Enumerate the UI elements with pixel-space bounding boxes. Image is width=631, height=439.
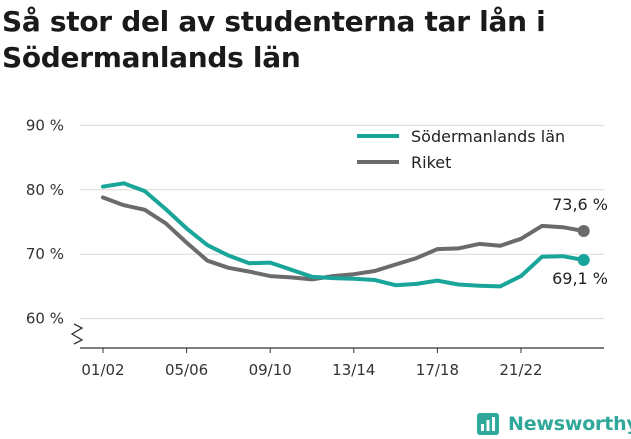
x-tick-label: 05/06 (165, 361, 208, 379)
legend-label: Södermanlands län (411, 127, 565, 146)
y-tick-label: 90 % (26, 116, 64, 134)
x-axis: 01/02 05/06 09/10 13/14 17/18 21/22 (80, 347, 604, 379)
series-line-0 (101, 181, 586, 289)
x-tick-label: 21/22 (499, 361, 542, 379)
series-end-label: 69,1 % (552, 269, 608, 288)
y-axis-ticks: 60 % 70 % 80 % 90 % (26, 116, 84, 345)
series-lines: 73,6 % 69,1 % (101, 181, 608, 289)
y-tick-label: 80 % (26, 181, 64, 199)
gridlines (80, 124, 604, 320)
legend: Södermanlands län Riket (357, 127, 565, 172)
series-end-label: 73,6 % (552, 195, 608, 214)
series-line-1 (101, 195, 586, 282)
series-end-point (577, 225, 590, 238)
y-tick-label: 70 % (26, 245, 64, 263)
legend-label: Riket (411, 153, 451, 172)
y-tick-label: 60 % (26, 310, 64, 328)
x-tick-label: 01/02 (81, 361, 124, 379)
x-tick-label: 17/18 (416, 361, 459, 379)
x-tick-label: 13/14 (332, 361, 375, 379)
newsworthy-logo-icon (477, 413, 499, 435)
brand-name: Newsworthy (508, 413, 631, 435)
x-tick-label: 09/10 (249, 361, 292, 379)
y-axis-break-icon (70, 323, 84, 345)
series-end-point (577, 254, 590, 267)
brand: Newsworthy (476, 409, 631, 439)
chart-title: Så stor del av studenterna tar lån i Söd… (2, 5, 546, 74)
